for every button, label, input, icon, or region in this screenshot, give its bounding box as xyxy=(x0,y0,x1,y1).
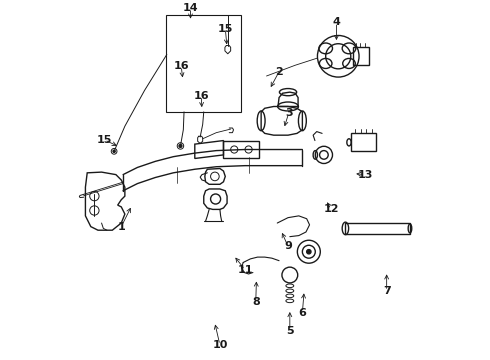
Text: 6: 6 xyxy=(298,308,306,318)
Text: 16: 16 xyxy=(194,91,209,101)
Text: 1: 1 xyxy=(118,222,125,231)
Text: 15: 15 xyxy=(218,24,233,34)
Text: 2: 2 xyxy=(275,67,283,77)
Text: 3: 3 xyxy=(285,108,293,118)
Text: 15: 15 xyxy=(97,135,112,145)
Text: 7: 7 xyxy=(383,286,391,296)
Circle shape xyxy=(307,249,311,254)
Text: 9: 9 xyxy=(284,241,292,251)
Circle shape xyxy=(113,150,115,152)
Text: 14: 14 xyxy=(183,3,198,13)
Text: 4: 4 xyxy=(333,17,341,27)
Text: 12: 12 xyxy=(323,204,339,215)
Text: 5: 5 xyxy=(286,325,294,336)
Circle shape xyxy=(179,144,182,147)
Text: 13: 13 xyxy=(357,170,373,180)
Text: 10: 10 xyxy=(212,340,227,350)
Text: 16: 16 xyxy=(173,61,189,71)
Text: 11: 11 xyxy=(237,265,253,275)
Text: 8: 8 xyxy=(252,297,260,307)
